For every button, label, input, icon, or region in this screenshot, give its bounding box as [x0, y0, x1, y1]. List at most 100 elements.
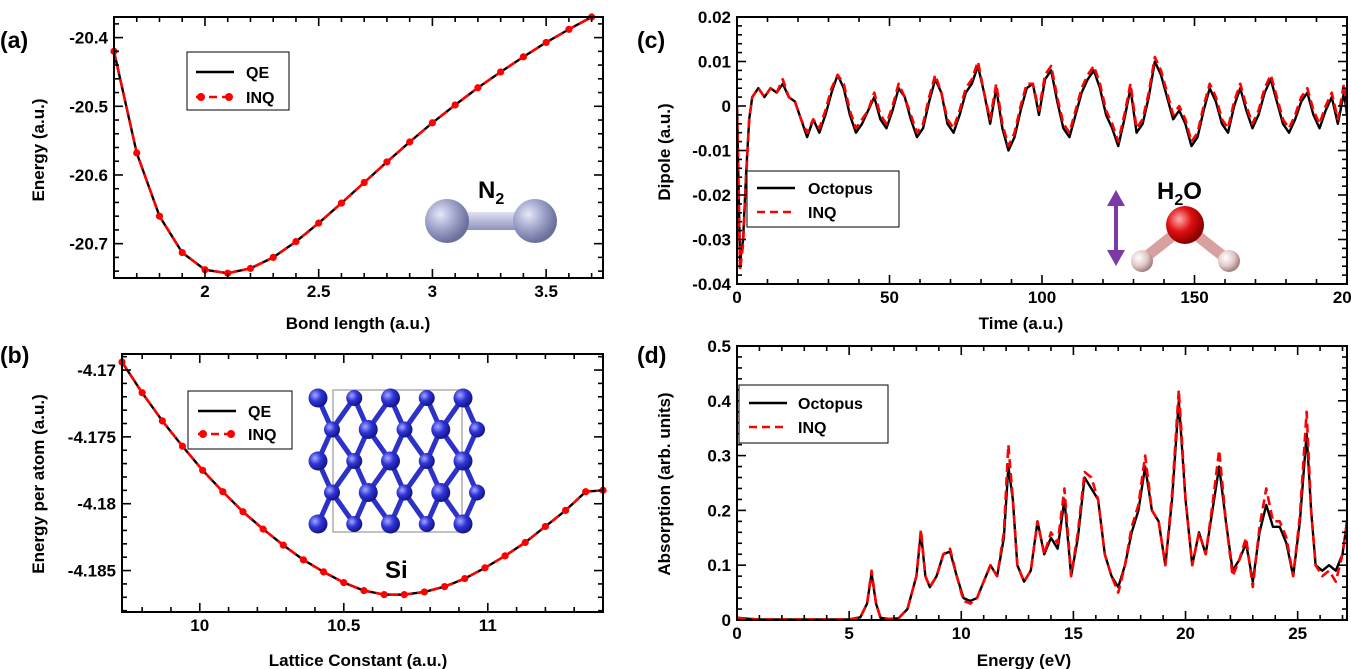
panel-b-x-tick-label: 10.5 [327, 616, 360, 635]
panel-b-chart: (b) Energy per atom (a.u.) Lattice Const… [0, 342, 607, 669]
panel-b-y-tick-label: -4.17 [77, 361, 116, 380]
o-atom [1166, 206, 1204, 244]
panel-d-y-tick-label: 0.4 [707, 392, 731, 411]
panel-b-data-point [461, 574, 469, 583]
panel-b-data-point [561, 506, 570, 515]
panel-c-y-tick-label: -0.01 [692, 142, 731, 161]
si-atom [381, 514, 400, 534]
panel-d-y-tick-label: 0.2 [707, 501, 731, 520]
h2o-label-h: H [1157, 178, 1174, 205]
panel-a-data-point [542, 38, 550, 47]
panel-c-x-tick-label: 100 [1028, 288, 1056, 307]
panel-a-data-point [269, 253, 277, 261]
panel-c-axes-frame [736, 16, 1348, 285]
panel-b-data-point [360, 587, 368, 595]
panel-b-data-point [521, 538, 529, 547]
panel-b-ylabel: Energy per atom (a.u.) [29, 394, 48, 573]
h-atom-left [1131, 250, 1153, 272]
panel-b-x-tick-label: 11 [479, 616, 497, 635]
panel-d-x-tick-label: 5 [844, 624, 853, 643]
si-atom [381, 388, 400, 408]
panel-b-data-point [178, 442, 187, 450]
panel-c-xlabel: Time (a.u.) [979, 314, 1064, 333]
panel-c-y-tick-label: 0 [722, 97, 731, 116]
panel-b-y-tick-label: -4.175 [68, 428, 116, 447]
panel-d-ylabel: Absorption (arb. units) [655, 392, 674, 575]
panel-c-legend: Octopus INQ [746, 170, 900, 228]
panel-d-y-tick-label: 0.3 [707, 447, 731, 466]
panel-b-data-point [259, 525, 267, 533]
panel-c-series-inq-line [737, 55, 1347, 272]
panel-d-label: (d) [637, 342, 666, 368]
si-atom [346, 390, 363, 406]
si-atom [396, 421, 413, 438]
panel-d-series-inq-line [737, 388, 1347, 620]
si-atom [418, 516, 435, 532]
panel-a-data-point [360, 178, 368, 187]
panel-a-data-point [406, 138, 414, 146]
n2-atom-left [425, 199, 469, 243]
panel-a-data-point [133, 149, 141, 157]
panel-c-ylabel: Dipole (a.u.) [655, 103, 674, 200]
panel-c-legend-box [746, 170, 900, 228]
panel-d-x-tick-label: 25 [1288, 624, 1307, 643]
panel-a-data-point [565, 25, 573, 33]
panel-b-data-point [501, 552, 509, 560]
panel-c-y-tick-label: 0.01 [698, 53, 731, 72]
panel-d-legend-label-inq: INQ [798, 420, 826, 437]
panel-b-legend-box [187, 390, 293, 450]
h2o-molecule-image: H2O [1107, 178, 1240, 272]
n2-label-sub: 2 [495, 191, 504, 208]
panel-b-data-point [320, 568, 328, 576]
panel-a-data-point [178, 248, 186, 257]
panel-a-data-point [315, 219, 323, 227]
si-atom [324, 484, 340, 501]
panel-b-data-point [279, 541, 287, 549]
panel-b-data-point [239, 508, 247, 516]
h2o-label-sub: 2 [1174, 192, 1183, 209]
panel-a-y-tick-label: -20.5 [69, 97, 108, 116]
panel-a-label: (a) [0, 27, 28, 53]
panel-a-plot-area: 2 2.5 3 3.5 -20.4 -20.5 -20.6 -20.7 [69, 13, 604, 301]
panel-b-legend-label-qe: QE [248, 404, 271, 421]
si-atom [346, 516, 363, 532]
n2-label: N2 [478, 177, 504, 208]
panel-b-data-point [199, 466, 207, 474]
si-atom [308, 514, 328, 534]
panel-d-y-tick-label: 0.1 [707, 556, 731, 575]
si-atom [453, 514, 473, 534]
panel-b-data-point [582, 488, 590, 496]
panel-d-x-tick-label: 0 [732, 624, 741, 643]
si-atom [418, 453, 435, 469]
panel-c-legend-label-octopus: Octopus [808, 181, 873, 198]
si-atom [358, 483, 378, 502]
panel-b-xlabel: Lattice Constant (a.u.) [269, 651, 448, 669]
panel-a-legend-marker-2 [225, 93, 233, 101]
panel-b-legend-marker-1 [199, 430, 207, 438]
si-atom [346, 453, 363, 469]
panel-a-ylabel: Energy (a.u.) [29, 99, 48, 202]
panel-a-data-point [246, 264, 255, 272]
panel-d-x-tick-label: 20 [1176, 624, 1195, 643]
panel-d-chart: (d) Absorption (arb. units) Energy (eV) … [637, 337, 1348, 669]
panel-a-legend-label-inq: INQ [246, 90, 274, 107]
panel-a-chart: (a) Energy (a.u.) Bond length (a.u.) 2 2.… [0, 13, 604, 333]
panel-a-x-tick-label: 2 [200, 282, 209, 301]
si-atom [469, 484, 485, 501]
si-atom [396, 484, 413, 501]
panel-c-x-tick-label: 0 [732, 288, 741, 307]
si-atom [418, 390, 435, 406]
panel-a-series-inq-line [114, 17, 593, 275]
panel-b-y-tick-label: -4.18 [77, 495, 116, 514]
panel-d-xlabel: Energy (eV) [977, 651, 1071, 669]
panel-b-x-tick-label: 10 [190, 616, 209, 635]
si-atom [358, 420, 378, 439]
panel-b-axes-frame [121, 353, 604, 613]
panel-b-data-point [138, 389, 146, 397]
panel-d-legend-box [738, 384, 889, 444]
panel-a-y-tick-label: -20.6 [69, 166, 108, 185]
panel-c-x-tick-label: 200 [1333, 288, 1351, 307]
panel-c-label: (c) [637, 27, 665, 53]
panel-c-plot-area: 0 50 100 150 200 0.02 0.01 0 -0.01 -0.02 -0.03 -0.0… [692, 8, 1351, 307]
